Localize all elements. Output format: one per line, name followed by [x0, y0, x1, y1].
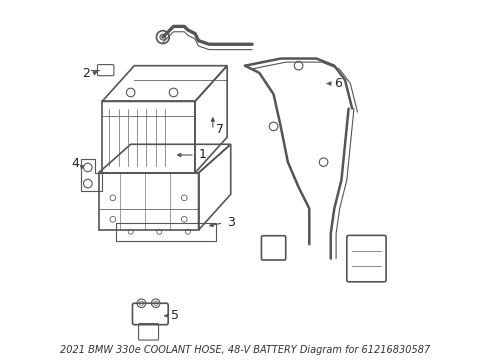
- Text: 4: 4: [72, 157, 79, 170]
- Text: 2: 2: [82, 67, 90, 80]
- Text: 3: 3: [227, 216, 235, 229]
- Text: 1: 1: [198, 148, 206, 162]
- Text: 5: 5: [172, 309, 179, 322]
- Text: 7: 7: [216, 123, 224, 136]
- Text: 6: 6: [334, 77, 342, 90]
- Text: 2021 BMW 330e COOLANT HOSE, 48-V BATTERY Diagram for 61216830587: 2021 BMW 330e COOLANT HOSE, 48-V BATTERY…: [60, 345, 430, 355]
